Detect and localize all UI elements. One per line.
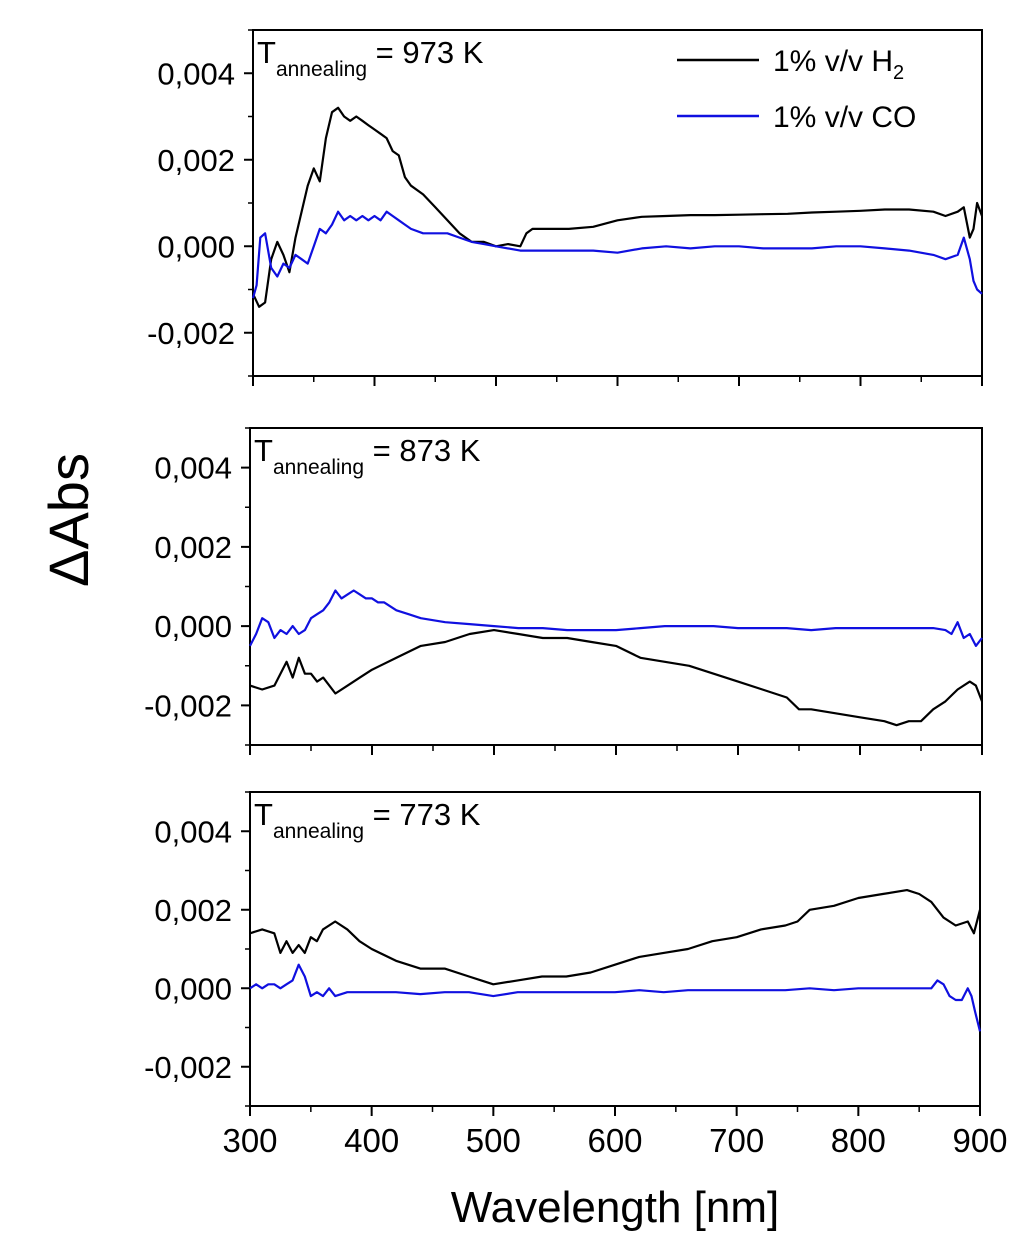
panel-1: 0,004 0,002 0,000 -0,002 Tannealing = 973 K	[147, 29, 984, 386]
y-tick-label: 0,004	[157, 56, 235, 91]
panel-label: Tannealing = 873 K	[254, 433, 481, 479]
y-axis-title: ΔAbs	[37, 453, 100, 587]
x-tick-label: 800	[831, 1122, 886, 1159]
y-tick-label: 0,002	[154, 530, 232, 565]
y-tick-label: 0,000	[154, 609, 232, 644]
y-tick-label: 0,004	[154, 814, 232, 849]
x-tick-label: 600	[587, 1122, 642, 1159]
panel-2: 0,004 0,002 0,000 -0,002 Tannealing = 873 K	[144, 427, 984, 755]
y-tick-label: 0,002	[157, 143, 235, 178]
y-tick-label: 0,000	[157, 229, 235, 264]
series-line-co	[251, 210, 983, 299]
plot-frame	[252, 29, 983, 377]
legend: 1% v/v H2 1% v/v CO	[677, 45, 916, 134]
y-tick-label: 0,004	[154, 451, 232, 486]
x-tick-label: 900	[952, 1122, 1007, 1159]
panel-3: 0,004 0,002 0,000 -0,002 300 400 500 600 700 800 9…	[144, 791, 1008, 1159]
series-line-co	[249, 963, 982, 1032]
y-tick-label: -0,002	[147, 316, 235, 351]
panel-label: Tannealing = 973 K	[257, 35, 484, 81]
y-tick-label: 0,000	[154, 971, 232, 1006]
series-line-h2	[249, 889, 982, 986]
y-tick-label: 0,002	[154, 893, 232, 928]
x-axis-title: Wavelength [nm]	[451, 1183, 780, 1232]
series-line-h2	[252, 106, 984, 308]
series-line-h2	[249, 629, 984, 727]
x-tick-label: 400	[344, 1122, 399, 1159]
series-line-co	[249, 589, 983, 647]
x-tick-label: 500	[466, 1122, 521, 1159]
legend-label: 1% v/v H2	[773, 45, 904, 84]
x-tick-label: 700	[709, 1122, 764, 1159]
x-tick-label: 300	[222, 1122, 277, 1159]
panel-label: Tannealing = 773 K	[254, 797, 481, 843]
y-tick-label: -0,002	[144, 688, 232, 723]
y-tick-label: -0,002	[144, 1050, 232, 1085]
legend-label: 1% v/v CO	[773, 101, 916, 134]
